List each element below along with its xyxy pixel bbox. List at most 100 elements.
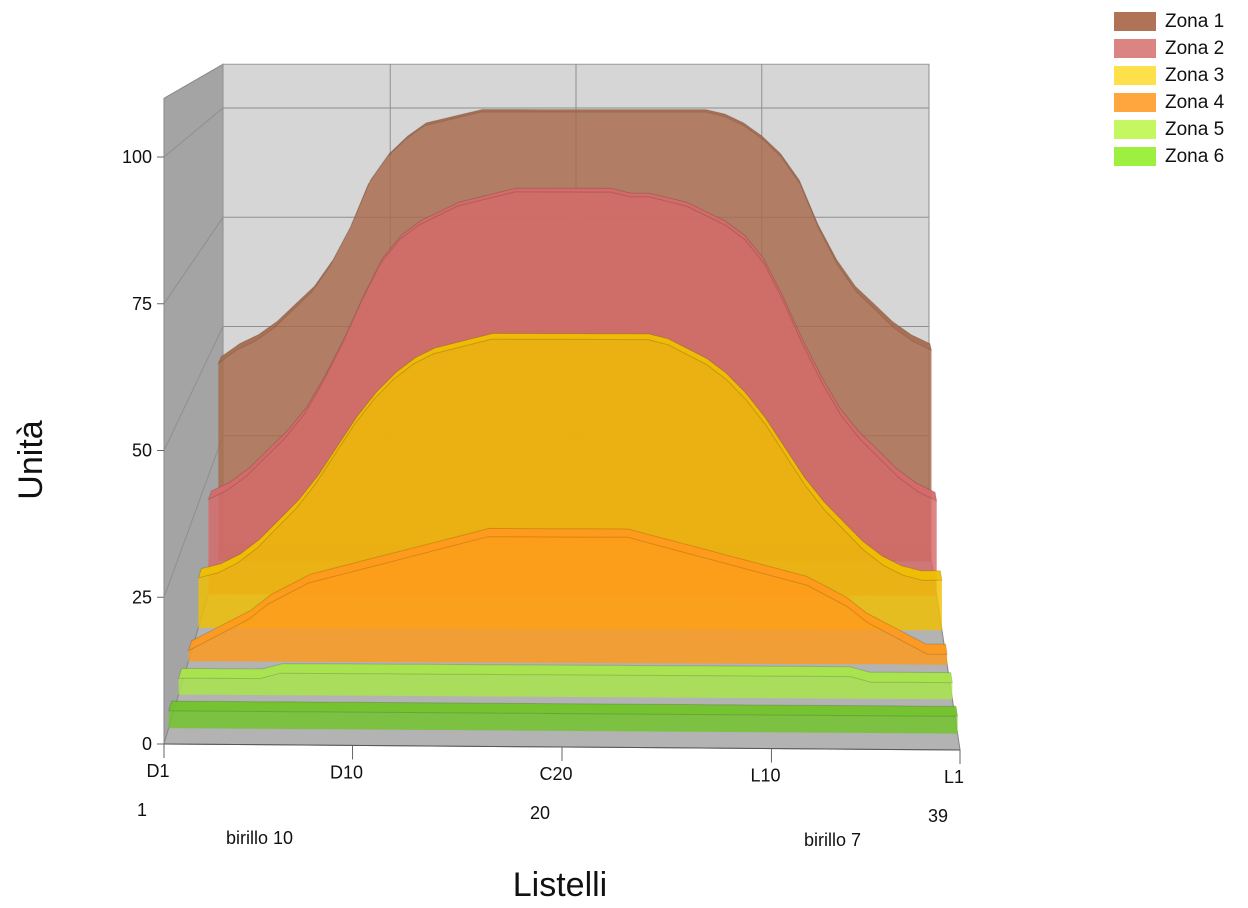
data-point (248, 619, 249, 620)
data-point (707, 364, 708, 365)
data-point (304, 414, 305, 415)
data-point (936, 716, 937, 717)
data-point (853, 715, 854, 716)
data-point (785, 454, 786, 455)
x-axis-ticks: D1 D10 C20 L10 L1 1 20 39 (137, 744, 964, 826)
data-point (514, 191, 515, 192)
data-point (268, 603, 269, 604)
data-point (547, 536, 548, 537)
legend-swatch (1114, 66, 1156, 85)
data-point (341, 673, 342, 674)
data-point (666, 714, 667, 715)
data-point (296, 508, 297, 509)
data-point (729, 714, 730, 715)
data-point (870, 682, 871, 683)
data-point (762, 139, 763, 140)
data-point (507, 536, 508, 537)
data-point (534, 191, 535, 192)
data-point (217, 572, 218, 573)
legend-label: Zona 4 (1165, 91, 1225, 113)
data-point (898, 477, 899, 478)
data-point (875, 309, 876, 310)
data-point (443, 121, 444, 122)
data-point (707, 558, 708, 559)
data-point (308, 583, 309, 584)
data-point (313, 711, 314, 712)
chart-note-left: birillo 10 (226, 828, 294, 848)
data-point (443, 674, 444, 675)
data-point (891, 682, 892, 683)
data-point (832, 715, 833, 716)
y-tick-label: 0 (142, 734, 152, 754)
legend-item: Zona 6 (1114, 143, 1224, 170)
x-tick-label: C20 (539, 764, 572, 784)
data-point (789, 676, 790, 677)
series-top-edge (207, 187, 938, 502)
data-point (821, 382, 822, 383)
data-point (219, 678, 220, 679)
data-point (388, 562, 389, 563)
data-point (687, 206, 688, 207)
data-point (687, 553, 688, 554)
data-point (550, 339, 551, 340)
data-point (895, 715, 896, 716)
data-point (863, 550, 864, 551)
data-point (300, 673, 301, 674)
data-point (728, 675, 729, 676)
data-point (591, 192, 592, 193)
data-point (380, 262, 381, 263)
data-point (239, 678, 240, 679)
data-point (457, 205, 458, 206)
data-point (361, 300, 362, 301)
data-point (228, 629, 229, 630)
series-4 (187, 527, 948, 665)
data-point (931, 350, 932, 351)
data-point (628, 339, 629, 340)
data-point (915, 716, 916, 717)
data-point (349, 228, 350, 229)
data-point (749, 714, 750, 715)
data-point (487, 536, 488, 537)
data-point (649, 196, 650, 197)
data-point (276, 528, 277, 529)
data-point (402, 673, 403, 674)
data-point (883, 565, 884, 566)
data-point (572, 191, 573, 192)
data-point (610, 192, 611, 193)
data-point (424, 125, 425, 126)
legend-label: Zona 3 (1165, 64, 1225, 86)
data-point (922, 580, 923, 581)
data-point (612, 112, 613, 113)
data-point (499, 112, 500, 113)
data-point (765, 424, 766, 425)
legend-label: Zona 1 (1165, 10, 1225, 32)
data-point (583, 713, 584, 714)
data-point (438, 712, 439, 713)
data-point (837, 264, 838, 265)
data-point (280, 673, 281, 674)
data-point (565, 674, 566, 675)
data-point (368, 183, 369, 184)
data-point (647, 542, 648, 543)
data-point (807, 585, 808, 586)
data-point (355, 712, 356, 713)
data-point (907, 643, 908, 644)
legend-label: Zona 2 (1165, 37, 1225, 59)
data-point (804, 484, 805, 485)
data-point (902, 575, 903, 576)
data-point (354, 423, 355, 424)
y-tick-label: 100 (122, 147, 152, 167)
data-point (850, 676, 851, 677)
data-point (476, 201, 477, 202)
data-point (422, 674, 423, 675)
data-point (746, 399, 747, 400)
data-point (265, 456, 266, 457)
data-point (218, 363, 219, 364)
data-point (459, 712, 460, 713)
data-point (912, 341, 913, 342)
data-point (208, 640, 209, 641)
data-point (747, 569, 748, 570)
data-point (629, 196, 630, 197)
data-point (856, 291, 857, 292)
